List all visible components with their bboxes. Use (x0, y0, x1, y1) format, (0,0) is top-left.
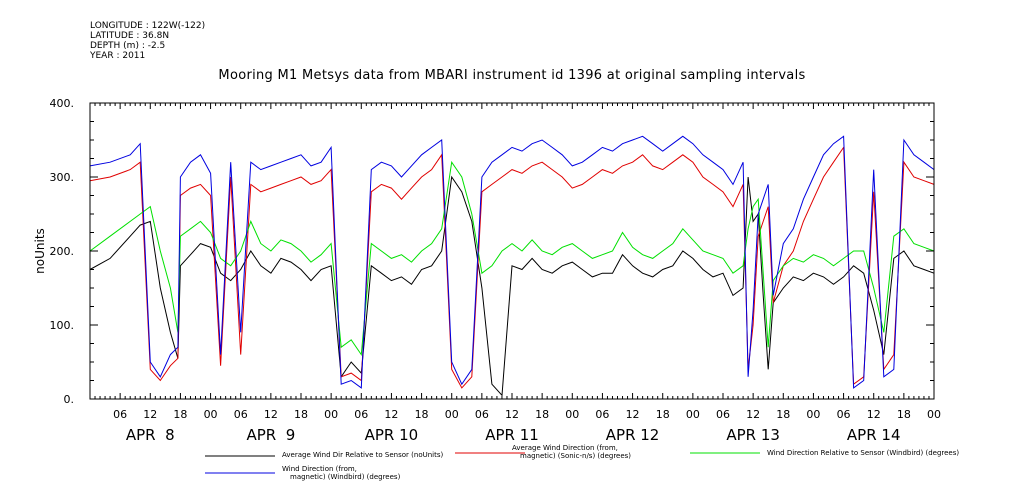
x-day-label: APR 13 (726, 426, 780, 444)
series-line-green (89, 160, 935, 357)
x-tick-label: 12 (143, 408, 157, 421)
x-tick-label: 12 (626, 408, 640, 421)
x-tick-label: 00 (927, 408, 941, 421)
x-tick-label: 06 (354, 408, 368, 421)
x-tick-label: 06 (234, 408, 248, 421)
series-line-blue (89, 135, 935, 389)
x-tick-label: 00 (565, 408, 579, 421)
year-text: YEAR : 2011 (90, 51, 146, 61)
x-tick-label: 06 (595, 408, 609, 421)
x-tick-label: 00 (686, 408, 700, 421)
metadata-block: LONGITUDE : 122W(-122) LATITUDE : 36.8N … (90, 21, 205, 61)
latitude-text: LATITUDE : 36.8N (90, 31, 170, 41)
series-line-red (89, 145, 935, 389)
x-tick-label: 06 (113, 408, 127, 421)
x-tick-label: 12 (264, 408, 278, 421)
x-tick-label: 18 (415, 408, 429, 421)
depth-text: DEPTH (m) : -2.5 (90, 41, 166, 51)
y-axis-label: noUnits (33, 228, 47, 274)
y-tick-label: 400. (50, 97, 75, 110)
x-tick-label: 12 (867, 408, 881, 421)
x-tick-label: 18 (897, 408, 911, 421)
x-tick-label: 00 (204, 408, 218, 421)
x-tick-label: 06 (837, 408, 851, 421)
x-tick-label: 12 (384, 408, 398, 421)
x-tick-label: 18 (535, 408, 549, 421)
y-tick-label: 0. (64, 393, 75, 406)
x-tick-label: 12 (746, 408, 760, 421)
x-day-label: APR 12 (606, 426, 660, 444)
x-tick-label: 00 (445, 408, 459, 421)
x-day-label: APR 9 (246, 426, 295, 444)
chart-title: Mooring M1 Metsys data from MBARI instru… (218, 68, 806, 83)
x-day-label: APR 8 (126, 426, 175, 444)
x-tick-label: 18 (656, 408, 670, 421)
x-tick-label: 18 (776, 408, 790, 421)
x-day-label: APR 10 (365, 426, 419, 444)
x-tick-label: 18 (294, 408, 308, 421)
series-line-black (89, 175, 935, 397)
longitude-text: LONGITUDE : 122W(-122) (90, 21, 206, 31)
y-tick-label: 200. (50, 245, 75, 258)
x-tick-label: 00 (806, 408, 820, 421)
y-tick-label: 100. (50, 319, 75, 332)
x-tick-label: 12 (505, 408, 519, 421)
x-tick-label: 06 (716, 408, 730, 421)
x-day-label: APR 11 (485, 426, 539, 444)
x-day-label: APR 14 (847, 426, 901, 444)
x-tick-label: 18 (173, 408, 187, 421)
y-tick-label: 300. (50, 171, 75, 184)
x-tick-label: 06 (475, 408, 489, 421)
x-tick-label: 00 (324, 408, 338, 421)
